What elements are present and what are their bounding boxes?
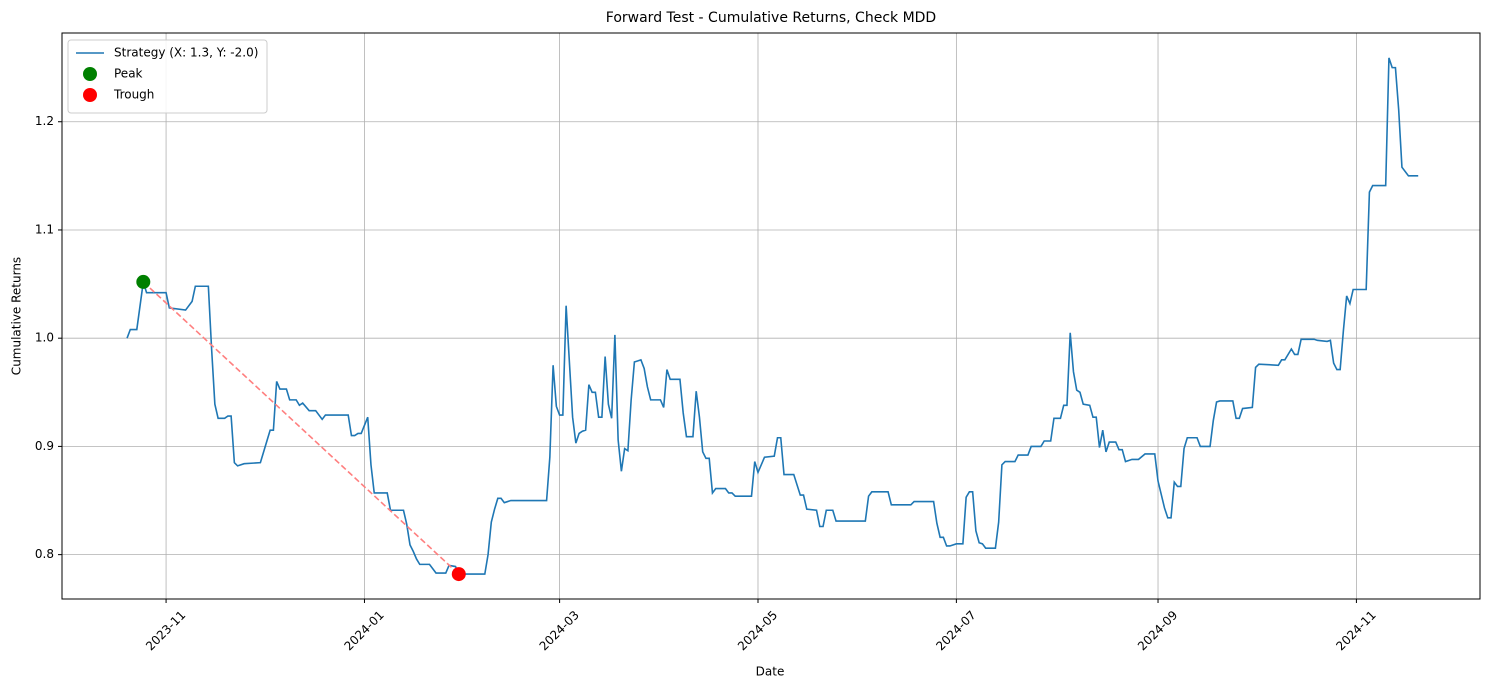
y-tick-label: 1.2 (35, 114, 54, 128)
x-tick-label: 2023-11 (143, 608, 188, 653)
y-tick-label: 0.8 (35, 547, 54, 561)
legend-label: Trough (113, 88, 154, 102)
y-tick-label: 1.1 (35, 222, 54, 236)
legend-box (67, 39, 268, 114)
x-tick-label: 2024-03 (537, 608, 582, 653)
legend-swatch (83, 88, 97, 102)
extreme-point (451, 567, 466, 582)
x-tick-label: 2024-07 (933, 608, 978, 653)
extreme-point (136, 274, 151, 289)
legend-swatch (83, 67, 97, 81)
y-axis-label: Cumulative Returns (10, 257, 24, 375)
legend: Strategy (X: 1.3, Y: -2.0) Peak Trough (67, 39, 268, 114)
legend-label: Peak (114, 67, 143, 81)
chart-title: Forward Test - Cumulative Returns, Check… (606, 10, 936, 26)
x-tick-label: 2024-09 (1135, 608, 1180, 653)
y-tick-label: 0.9 (35, 439, 54, 453)
data-line (126, 57, 1419, 575)
plot-frame (61, 32, 1481, 600)
x-tick-label: 2024-11 (1333, 608, 1378, 653)
y-tick-label: 1.0 (35, 331, 54, 345)
drawdown-line (142, 281, 460, 575)
x-axis-label: Date (756, 665, 785, 679)
legend-label: Strategy (X: 1.3, Y: -2.0) (114, 46, 258, 60)
x-tick-label: 2024-05 (735, 608, 780, 653)
x-tick-label: 2024-01 (341, 608, 386, 653)
